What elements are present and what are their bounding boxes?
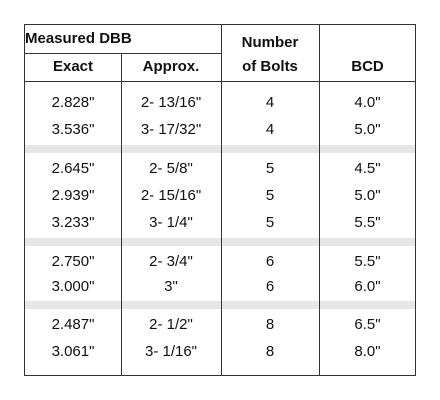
bolts-value: 5	[265, 187, 275, 204]
exact-value: 2.487"	[51, 316, 95, 333]
exact-value: 2.645"	[51, 160, 95, 177]
approx-value: 3- 1/16"	[144, 343, 198, 360]
exact-value: 3.536"	[51, 121, 95, 138]
exact-value: 3.233"	[51, 214, 95, 231]
header-group-divider	[25, 53, 221, 54]
bolts-value: 8	[265, 343, 275, 360]
approx-value: 2- 3/4"	[149, 253, 193, 270]
exact-value: 2.750"	[51, 253, 95, 270]
approx-value: 2- 13/16"	[140, 94, 202, 111]
exact-value: 2.939"	[51, 187, 95, 204]
header-divider	[25, 81, 415, 82]
bcd-value: 6.0"	[354, 278, 381, 295]
bolts-value: 8	[265, 316, 275, 333]
bcd-value: 4.0"	[354, 94, 381, 111]
bcd-value: 5.5"	[354, 214, 381, 231]
column-divider	[221, 25, 222, 375]
approx-value: 3"	[164, 278, 178, 295]
group-separator	[25, 145, 415, 153]
column-divider	[121, 53, 122, 375]
header-measured-dbb: Measured DBB	[25, 30, 132, 47]
exact-value: 3.061"	[51, 343, 95, 360]
bcd-value: 5.5"	[354, 253, 381, 270]
bcd-value: 5.0"	[354, 187, 381, 204]
header-of-bolts: of Bolts	[242, 58, 298, 75]
approx-value: 3- 17/32"	[140, 121, 202, 138]
bolts-value: 4	[265, 94, 275, 111]
bolt-pattern-table: Measured DBB Exact Approx. Number of Bol…	[24, 24, 416, 376]
exact-value: 2.828"	[51, 94, 95, 111]
group-separator	[25, 238, 415, 246]
bolts-value: 5	[265, 214, 275, 231]
header-approx: Approx.	[142, 58, 200, 75]
bcd-value: 6.5"	[354, 316, 381, 333]
bcd-value: 8.0"	[354, 343, 381, 360]
header-exact: Exact	[52, 58, 94, 75]
header-number: Number	[241, 34, 299, 51]
bcd-value: 5.0"	[354, 121, 381, 138]
approx-value: 2- 5/8"	[149, 160, 193, 177]
header-bcd: BCD	[351, 58, 384, 75]
bolts-value: 4	[265, 121, 275, 138]
bolts-value: 6	[265, 278, 275, 295]
exact-value: 3.000"	[51, 278, 95, 295]
bcd-value: 4.5"	[354, 160, 381, 177]
approx-value: 3- 1/4"	[149, 214, 193, 231]
group-separator	[25, 301, 415, 309]
bolts-value: 5	[265, 160, 275, 177]
approx-value: 2- 15/16"	[140, 187, 202, 204]
approx-value: 2- 1/2"	[149, 316, 193, 333]
bolts-value: 6	[265, 253, 275, 270]
column-divider	[319, 25, 320, 375]
